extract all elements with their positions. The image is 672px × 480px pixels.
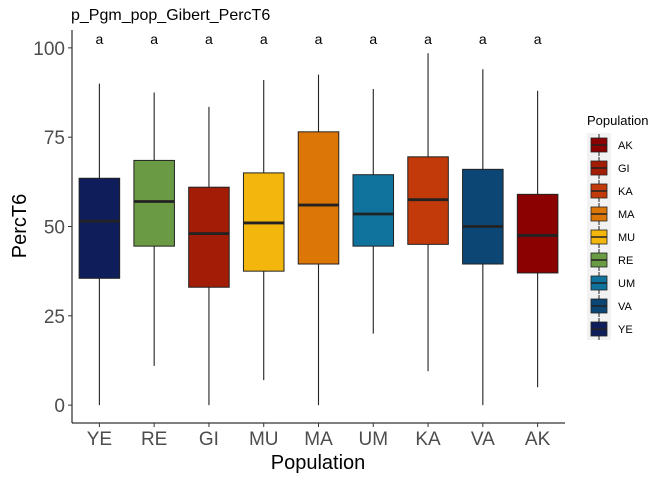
x-tick-label: VA: [471, 429, 495, 450]
legend-label: KA: [618, 186, 633, 198]
x-tick-label: MA: [304, 429, 333, 450]
significance-label: a: [479, 31, 487, 47]
significance-label: a: [95, 31, 103, 47]
x-tick-label: UM: [358, 429, 388, 450]
box-ak: a: [516, 31, 559, 388]
y-axis-title: PercT6: [9, 194, 31, 258]
box-ma: a: [297, 31, 340, 406]
legend-label: YE: [618, 324, 633, 336]
box-re: a: [133, 31, 175, 366]
chart-title: p_Pgm_pop_Gibert_PercT6: [71, 7, 270, 24]
y-tick-label: 75: [44, 128, 65, 149]
significance-label: a: [369, 31, 377, 47]
y-tick-label: 25: [44, 307, 65, 328]
box-body: [462, 168, 504, 265]
legend-entry-ye: YE: [590, 318, 633, 340]
significance-label: a: [534, 31, 542, 47]
legend-label: VA: [618, 301, 633, 313]
legend-entry-mu: MU: [590, 226, 635, 248]
box-body: [78, 177, 121, 279]
y-tick-label: 100: [33, 39, 65, 60]
legend: Population AK GI KA MA MU RE UM VA YE: [587, 113, 648, 340]
x-tick-label: YE: [87, 429, 112, 450]
y-tick-label: 50: [44, 218, 65, 239]
box-ye: a: [78, 31, 121, 406]
legend-entry-re: RE: [590, 249, 633, 271]
legend-label: UM: [618, 278, 635, 290]
x-tick-label: MU: [249, 429, 279, 450]
legend-entry-va: VA: [590, 295, 633, 317]
box-body: [516, 193, 559, 274]
x-axis-title: Population: [271, 452, 366, 474]
y-axis-ticks: 0 25 50 75 100: [33, 39, 72, 417]
box-va: a: [462, 31, 504, 406]
significance-label: a: [150, 31, 158, 47]
legend-label: RE: [618, 255, 633, 267]
x-tick-label: KA: [415, 429, 441, 450]
box-body: [133, 159, 175, 247]
box-body: [297, 131, 340, 265]
box-body: [352, 174, 395, 247]
box-gi: a: [188, 31, 230, 406]
legend-title: Population: [587, 113, 648, 128]
box-mu: a: [242, 31, 285, 381]
legend-entry-ak: AK: [590, 134, 633, 156]
significance-label: a: [260, 31, 268, 47]
box-ka: a: [407, 31, 449, 372]
x-tick-label: GI: [199, 429, 219, 450]
significance-label: a: [205, 31, 213, 47]
legend-entry-ma: MA: [590, 203, 635, 225]
legend-label: MA: [618, 209, 635, 221]
significance-label: a: [424, 31, 432, 47]
x-tick-label: RE: [141, 429, 167, 450]
legend-label: AK: [618, 140, 633, 152]
x-axis-ticks: YE RE GI MU MA UM KA VA AK: [87, 423, 551, 450]
legend-label: MU: [618, 232, 635, 244]
box-um: a: [352, 31, 395, 334]
significance-label: a: [315, 31, 323, 47]
y-tick-label: 0: [54, 396, 65, 417]
box-body: [188, 186, 230, 288]
legend-entry-gi: GI: [590, 157, 630, 179]
legend-entry-ka: KA: [590, 180, 633, 202]
x-tick-label: AK: [525, 429, 551, 450]
legend-entry-um: UM: [590, 272, 635, 294]
legend-label: GI: [618, 163, 630, 175]
